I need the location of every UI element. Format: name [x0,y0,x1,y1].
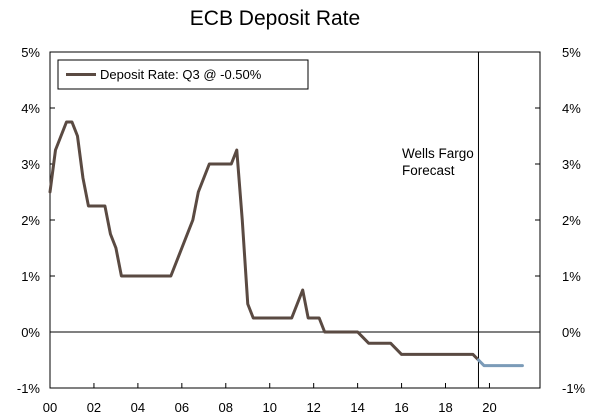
x-tick-label: 12 [306,400,320,415]
x-tick-label: 04 [131,400,145,415]
x-axis-labels: 00 02 04 06 08 10 12 14 16 18 20 [43,400,497,415]
x-tick-label: 20 [482,400,496,415]
x-axis-ticks [49,383,490,388]
plot-frame [49,51,541,389]
legend-label: Deposit Rate: Q3 @ -0.50% [100,67,262,82]
y-tick-label-left: 0% [21,325,40,340]
y-tick-label-right: 1% [562,269,581,284]
y-axis-left-ticks [50,51,55,389]
x-tick-label: 02 [87,400,101,415]
y-tick-label-right: 2% [562,213,581,228]
legend: Deposit Rate: Q3 @ -0.50% [57,59,309,90]
x-tick-label: 18 [438,400,452,415]
forecast-annotation: Wells Fargo Forecast [402,146,474,178]
x-tick-label: 06 [175,400,189,415]
series-group [48,120,524,368]
y-tick-label-right: 5% [562,45,581,60]
y-tick-label-right: 0% [562,325,581,340]
x-tick-label: 16 [394,400,408,415]
y-tick-label-left: 1% [21,269,40,284]
annotation-line-1: Wells Fargo [402,146,474,161]
y-tick-label-left: 5% [21,45,40,60]
x-tick-label: 08 [219,400,233,415]
y-axis-right-labels: 5% 4% 3% 2% 1% 0% -1% [562,45,586,396]
history-series-line [48,120,480,362]
chart-title: ECB Deposit Rate [190,7,360,30]
x-tick-label: 00 [43,400,57,415]
y-axis-left-labels: 5% 4% 3% 2% 1% 0% -1% [17,45,41,396]
y-axis-right-ticks [535,51,540,389]
annotation-line-2: Forecast [402,163,455,178]
y-tick-label-left: -1% [17,381,41,396]
forecast-series-line [476,358,524,368]
x-tick-label: 10 [262,400,276,415]
x-tick-label: 14 [350,400,364,415]
y-tick-label-left: 2% [21,213,40,228]
y-tick-label-right: -1% [562,381,586,396]
y-tick-label-right: 4% [562,101,581,116]
y-tick-label-left: 3% [21,157,40,172]
legend-box [57,59,309,90]
y-tick-label-left: 4% [21,101,40,116]
y-tick-label-right: 3% [562,157,581,172]
